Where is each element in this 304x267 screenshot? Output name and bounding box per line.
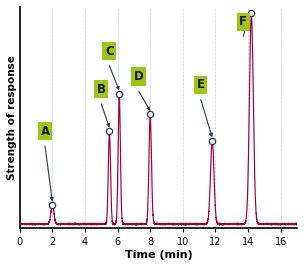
Text: D: D: [134, 70, 144, 83]
Text: F: F: [239, 15, 247, 28]
Text: B: B: [97, 83, 106, 96]
X-axis label: Time (min): Time (min): [125, 250, 192, 260]
Y-axis label: Strength of response: Strength of response: [7, 55, 17, 180]
Text: C: C: [105, 45, 114, 58]
Text: A: A: [40, 125, 50, 138]
Text: E: E: [197, 78, 205, 91]
